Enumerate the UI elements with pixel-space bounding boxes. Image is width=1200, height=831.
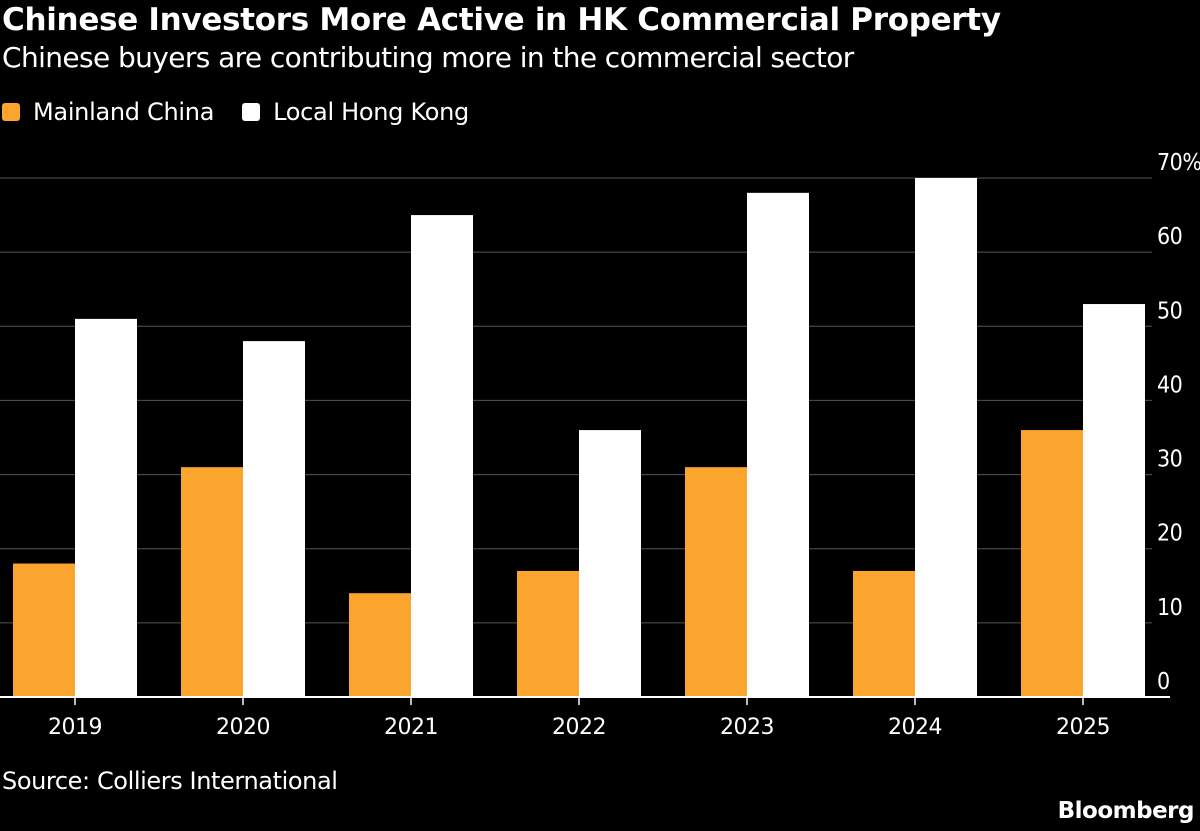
x-tick-label-2022: 2022 bbox=[552, 715, 606, 740]
bar-local-hong-kong-2025 bbox=[1083, 304, 1145, 697]
legend-item-mainland-china: Mainland China bbox=[2, 98, 214, 126]
y-tick-label-10: 10 bbox=[1157, 595, 1182, 621]
chart-legend: Mainland China Local Hong Kong bbox=[2, 98, 497, 126]
bloomberg-logo: Bloomberg bbox=[1057, 798, 1195, 824]
bar-local-hong-kong-2022 bbox=[579, 430, 641, 697]
bar-mainland-china-2021 bbox=[349, 593, 411, 697]
x-tick-label-2023: 2023 bbox=[720, 715, 774, 740]
y-tick-label-50: 50 bbox=[1157, 298, 1182, 324]
chart-subtitle: Chinese buyers are contributing more in … bbox=[2, 41, 854, 74]
bar-mainland-china-2022 bbox=[517, 570, 579, 697]
y-tick-label-60: 60 bbox=[1157, 224, 1182, 250]
bar-local-hong-kong-2019 bbox=[75, 318, 137, 697]
x-tick-label-2021: 2021 bbox=[384, 715, 438, 740]
y-tick-label-70: 70% bbox=[1157, 150, 1200, 176]
y-tick-label-0: 0 bbox=[1157, 669, 1170, 695]
x-tick-label-2019: 2019 bbox=[48, 715, 102, 740]
bar-mainland-china-2023 bbox=[685, 467, 747, 697]
legend-swatch-local-hong-kong bbox=[242, 103, 261, 121]
bar-local-hong-kong-2024 bbox=[915, 178, 977, 697]
legend-swatch-mainland-china bbox=[2, 103, 20, 121]
bar-mainland-china-2024 bbox=[853, 570, 915, 697]
bar-mainland-china-2020 bbox=[181, 467, 243, 697]
legend-item-local-hong-kong: Local Hong Kong bbox=[242, 98, 469, 126]
y-tick-label-20: 20 bbox=[1157, 521, 1182, 547]
bar-local-hong-kong-2021 bbox=[411, 215, 473, 698]
bar-mainland-china-2025 bbox=[1021, 430, 1083, 697]
chart-title: Chinese Investors More Active in HK Comm… bbox=[2, 2, 1001, 38]
legend-label-local-hong-kong: Local Hong Kong bbox=[273, 98, 469, 126]
x-tick-label-2020: 2020 bbox=[216, 715, 270, 740]
bar-mainland-china-2019 bbox=[13, 563, 75, 697]
x-tick-label-2024: 2024 bbox=[888, 715, 942, 740]
bar-local-hong-kong-2020 bbox=[243, 341, 305, 697]
source-note: Source: Colliers International bbox=[2, 767, 338, 795]
legend-label-mainland-china: Mainland China bbox=[33, 98, 215, 126]
y-tick-label-40: 40 bbox=[1157, 372, 1182, 398]
bar-local-hong-kong-2023 bbox=[747, 192, 809, 698]
y-tick-label-30: 30 bbox=[1157, 447, 1182, 473]
x-tick-label-2025: 2025 bbox=[1056, 715, 1110, 740]
bar-chart: 0 10 20 30 40 50 60 70% 2019 2020 2021 2022 2023 2024… bbox=[0, 150, 1200, 740]
